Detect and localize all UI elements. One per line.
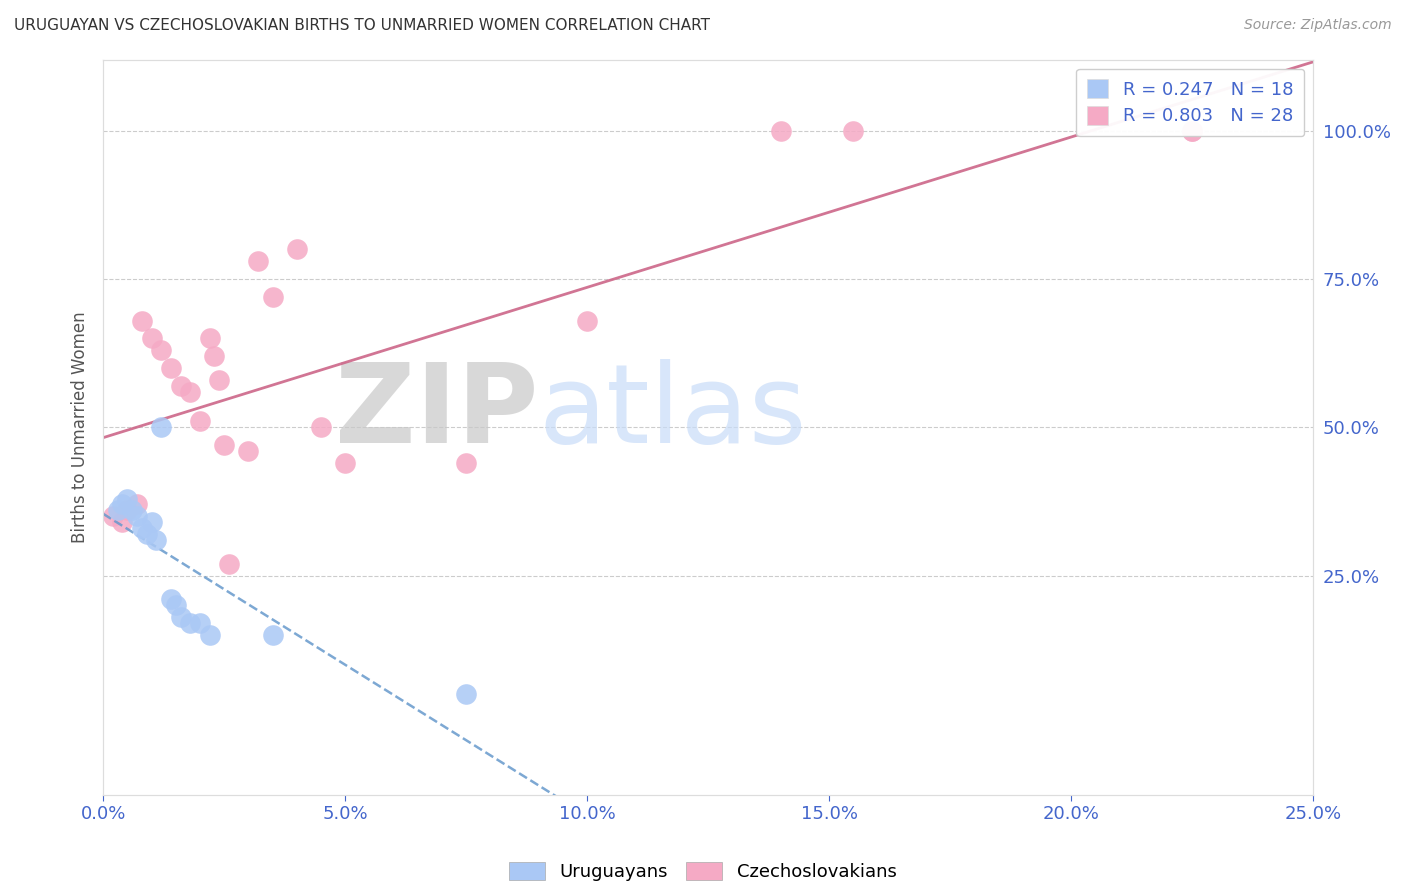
- Point: [1181, 124, 1204, 138]
- Point: [117, 491, 139, 506]
- Text: ZIP: ZIP: [336, 359, 538, 467]
- Point: [198, 331, 221, 345]
- Point: [218, 557, 240, 571]
- Point: [576, 313, 599, 327]
- Point: [262, 628, 284, 642]
- Point: [125, 498, 148, 512]
- Point: [188, 414, 211, 428]
- Point: [179, 384, 201, 399]
- Point: [198, 628, 221, 642]
- Point: [141, 515, 163, 529]
- Point: [309, 420, 332, 434]
- Point: [160, 361, 183, 376]
- Point: [188, 615, 211, 630]
- Point: [117, 503, 139, 517]
- Text: atlas: atlas: [538, 359, 807, 467]
- Point: [165, 599, 187, 613]
- Point: [769, 124, 792, 138]
- Point: [169, 379, 191, 393]
- Point: [101, 509, 124, 524]
- Point: [135, 527, 157, 541]
- Point: [150, 343, 173, 358]
- Point: [204, 349, 226, 363]
- Point: [333, 456, 356, 470]
- Point: [179, 615, 201, 630]
- Point: [111, 498, 134, 512]
- Point: [121, 503, 143, 517]
- Point: [842, 124, 865, 138]
- Text: Source: ZipAtlas.com: Source: ZipAtlas.com: [1244, 18, 1392, 32]
- Point: [238, 444, 260, 458]
- Point: [125, 509, 148, 524]
- Point: [285, 243, 308, 257]
- Point: [169, 610, 191, 624]
- Text: URUGUAYAN VS CZECHOSLOVAKIAN BIRTHS TO UNMARRIED WOMEN CORRELATION CHART: URUGUAYAN VS CZECHOSLOVAKIAN BIRTHS TO U…: [14, 18, 710, 33]
- Point: [160, 592, 183, 607]
- Point: [247, 254, 270, 268]
- Point: [150, 420, 173, 434]
- Legend: R = 0.247   N = 18, R = 0.803   N = 28: R = 0.247 N = 18, R = 0.803 N = 28: [1076, 69, 1305, 136]
- Point: [111, 515, 134, 529]
- Point: [131, 521, 153, 535]
- Legend: Uruguayans, Czechoslovakians: Uruguayans, Czechoslovakians: [502, 855, 904, 888]
- Point: [456, 456, 478, 470]
- Point: [262, 290, 284, 304]
- Point: [131, 313, 153, 327]
- Point: [208, 373, 231, 387]
- Point: [107, 503, 129, 517]
- Point: [141, 331, 163, 345]
- Point: [1181, 124, 1204, 138]
- Point: [145, 533, 167, 547]
- Y-axis label: Births to Unmarried Women: Births to Unmarried Women: [72, 311, 89, 543]
- Point: [212, 438, 235, 452]
- Point: [456, 687, 478, 701]
